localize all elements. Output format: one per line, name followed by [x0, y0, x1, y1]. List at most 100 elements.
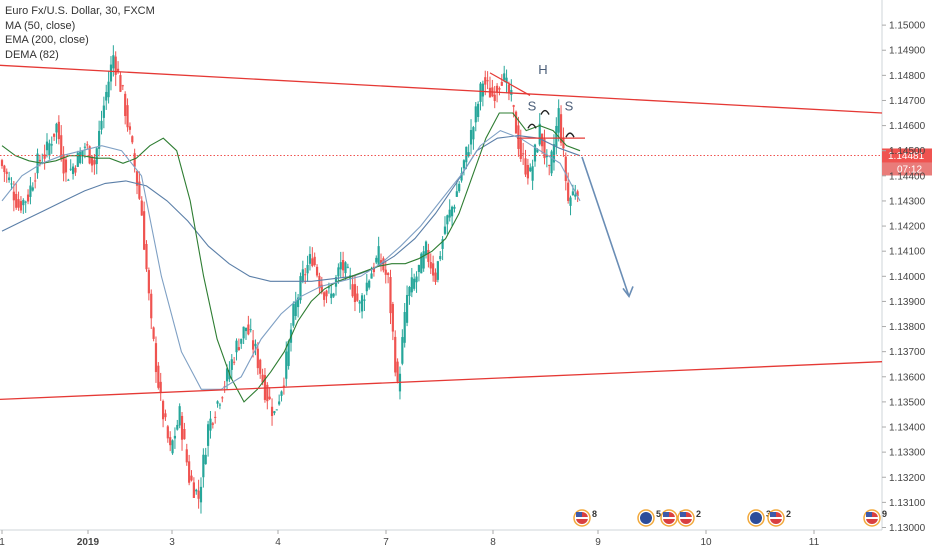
grid — [0, 0, 883, 531]
candle-body — [282, 385, 285, 387]
candle-body — [0, 160, 4, 166]
candle-body — [571, 191, 574, 196]
time-axis[interactable]: 1 2019 3 4 7 8 9 10 11 — [0, 530, 820, 548]
event-flag-eu[interactable]: 5 — [637, 509, 661, 527]
candle-body — [190, 475, 193, 481]
candle-body — [107, 81, 110, 98]
candle-body — [176, 424, 179, 430]
candle-body — [112, 55, 115, 69]
candle-body — [131, 136, 134, 143]
candle-body — [185, 449, 188, 463]
countdown-label: 07:12 — [897, 164, 922, 175]
candle-body — [472, 127, 475, 140]
candle-body — [552, 144, 556, 163]
candle-body — [448, 209, 451, 218]
candle-body — [88, 146, 91, 164]
candle-body — [60, 135, 63, 159]
candle-body — [221, 397, 224, 399]
candle-body — [178, 406, 181, 426]
candle-body — [183, 429, 186, 440]
candle-body — [507, 84, 511, 94]
us-flag-canton — [576, 512, 582, 517]
candle-body — [225, 368, 229, 382]
candle-body — [574, 194, 577, 197]
candle-body — [150, 293, 153, 319]
candle-body — [278, 401, 281, 405]
candle-body — [368, 280, 371, 288]
candle-body — [389, 277, 392, 314]
x-tick-label: 11 — [809, 537, 820, 548]
candle-body — [235, 340, 238, 353]
candle-body — [486, 80, 489, 82]
candle-body — [363, 299, 366, 301]
event-flag-us[interactable]: 9 — [863, 509, 887, 527]
candle-body — [76, 152, 79, 167]
candle-body — [460, 173, 463, 181]
candle-body — [116, 68, 120, 72]
dema-82-line — [1, 129, 581, 390]
x-tick-label: 3 — [169, 537, 175, 548]
candle-body — [93, 160, 96, 165]
price-axis[interactable]: 1.15000 1.14900 1.14800 1.14700 1.14600 1.145… — [882, 21, 926, 534]
candle-body — [67, 179, 70, 181]
y-tick-label: 1.14300 — [889, 196, 926, 207]
candle-body — [500, 81, 503, 86]
candle-body — [382, 258, 385, 271]
candle-body — [450, 206, 454, 217]
candle-body — [417, 265, 421, 272]
countdown-badge — [882, 162, 932, 176]
candle-body — [254, 343, 257, 347]
candle-body — [512, 105, 515, 107]
candle-body — [469, 129, 473, 145]
candle-body — [218, 404, 222, 406]
candle-body — [41, 162, 44, 164]
legend-ma[interactable]: MA (50, close) — [5, 19, 76, 32]
legend-title[interactable]: Euro Fx/U.S. Dollar, 30, FXCM — [5, 5, 155, 17]
shoulder-arc — [540, 109, 550, 115]
us-flag-canton — [663, 512, 669, 517]
candle-body — [38, 159, 42, 162]
candle-body — [161, 401, 165, 420]
event-flag-us[interactable]: 2 — [767, 509, 791, 527]
legend-ema[interactable]: EMA (200, close) — [5, 34, 89, 46]
candle-body — [237, 347, 240, 351]
candle-body — [173, 435, 177, 439]
candle-body — [410, 277, 413, 293]
y-tick-label: 1.14200 — [889, 222, 926, 233]
candle-body — [287, 341, 290, 366]
candle-body — [315, 266, 319, 276]
y-tick-label: 1.13900 — [889, 297, 926, 308]
candle-body — [34, 180, 37, 182]
candle-body — [285, 351, 288, 379]
candle-body — [100, 120, 103, 130]
candle-body — [199, 486, 203, 503]
candle-body — [462, 160, 466, 169]
us-flag-stripe — [866, 517, 878, 519]
candle-body — [195, 489, 198, 492]
candle-body — [375, 257, 378, 263]
economic-events[interactable]: 85122329 — [573, 509, 887, 527]
candle-body — [503, 73, 506, 80]
event-flag-us[interactable]: 2 — [677, 509, 701, 527]
event-flag-us[interactable]: 8 — [573, 509, 597, 527]
candle-body — [29, 185, 32, 197]
candle-body — [484, 77, 487, 85]
candle-body — [206, 424, 210, 446]
candle-body — [529, 167, 532, 172]
candle-body — [498, 88, 501, 90]
eu-flag-icon — [640, 512, 652, 524]
candle-body — [121, 85, 124, 87]
candle-body — [157, 365, 160, 388]
candle-body — [360, 295, 364, 312]
y-tick-label: 1.14800 — [889, 71, 926, 82]
candle-body — [124, 93, 127, 117]
candle-body — [43, 154, 46, 159]
candle-body — [159, 381, 162, 393]
legend-dema[interactable]: DEMA (82) — [5, 48, 59, 61]
us-flag-stripe — [680, 517, 692, 519]
candle-body — [332, 293, 335, 297]
candle-body — [22, 199, 25, 206]
candle-body — [273, 411, 276, 414]
candle-body — [413, 278, 416, 289]
